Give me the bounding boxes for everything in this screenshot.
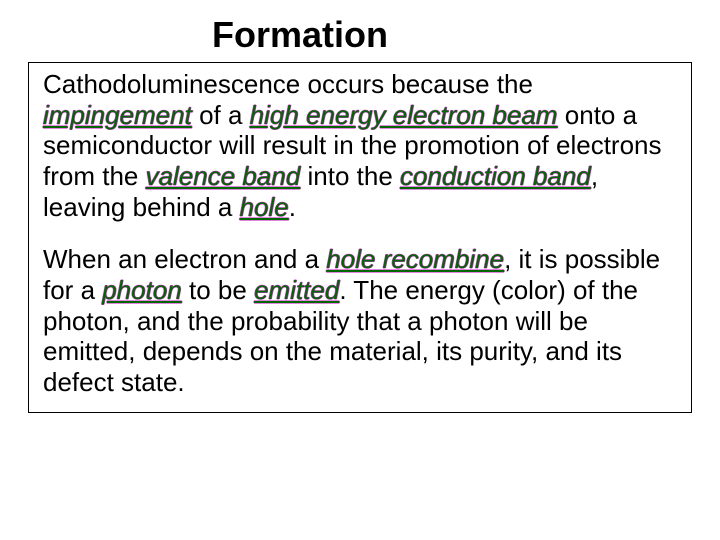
keyword-text: valence band (146, 161, 301, 191)
keyword-text: photon (102, 275, 182, 305)
body-text: When an electron and a (43, 244, 326, 274)
slide-title: Formation (28, 14, 692, 56)
body-text: . (289, 192, 296, 222)
content-box: Cathodoluminescence occurs because the i… (28, 62, 692, 413)
paragraph-2: When an electron and a hole recombine, i… (43, 244, 677, 397)
body-text: of a (192, 100, 250, 130)
keyword-text: hole (240, 192, 289, 222)
body-text: into the (300, 161, 400, 191)
body-text: Cathodoluminescence occurs because the (43, 69, 533, 99)
keyword-text: high energy electron beam (250, 100, 558, 130)
body-text: to be (182, 275, 254, 305)
keyword-text: conduction band (400, 161, 591, 191)
keyword-text: impingement (43, 100, 192, 130)
keyword-text: hole recombine (326, 244, 504, 274)
paragraph-1: Cathodoluminescence occurs because the i… (43, 69, 677, 222)
slide: Formation Cathodoluminescence occurs bec… (0, 0, 720, 540)
keyword-text: emitted (254, 275, 339, 305)
